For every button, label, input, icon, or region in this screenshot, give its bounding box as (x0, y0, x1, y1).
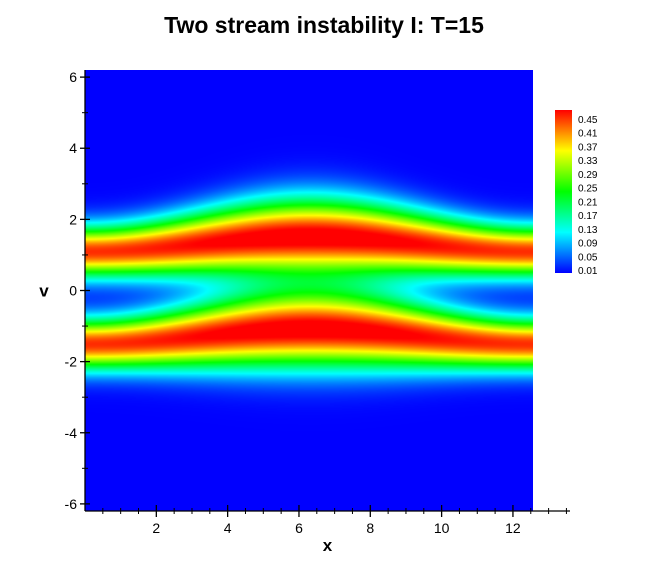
y-tick-label: -4 (65, 425, 78, 441)
x-axis-label: x (323, 536, 333, 555)
y-tick-label: 2 (69, 211, 77, 227)
x-tick-label: 8 (366, 520, 374, 536)
y-tick-label: 4 (69, 140, 77, 156)
colorbar-level-label: 0.25 (578, 184, 598, 195)
colorbar-level-label: 0.33 (578, 156, 598, 167)
colorbar-level-label: 0.37 (578, 142, 598, 153)
colorbar-level-label: 0.13 (578, 225, 598, 236)
y-axis-label: v (39, 282, 49, 301)
colorbar-level-label: 0.05 (578, 252, 598, 263)
heatmap-field (85, 70, 533, 511)
y-tick-label: -2 (65, 354, 78, 370)
colorbar-level-label: 0.09 (578, 239, 598, 250)
colorbar-gradient (555, 110, 572, 273)
y-tick-label: 6 (69, 69, 77, 85)
y-tick-label: -6 (65, 496, 78, 512)
colorbar-level-label: 0.01 (578, 266, 598, 277)
x-tick-label: 12 (505, 520, 521, 536)
colorbar-level-label: 0.41 (578, 129, 598, 140)
colorbar-level-label: 0.17 (578, 211, 598, 222)
x-tick-label: 4 (224, 520, 232, 536)
colorbar-level-label: 0.45 (578, 115, 598, 126)
chart-title: Two stream instability I: T=15 (164, 12, 484, 38)
x-tick-label: 6 (295, 520, 303, 536)
colorbar: 0.45 0.41 0.37 0.33 0.29 0.25 0.21 0.17 0.13 0.09… (555, 110, 598, 277)
heatmap-image (85, 70, 533, 511)
y-tick-label: 0 (69, 283, 77, 299)
colorbar-level-label: 0.29 (578, 170, 598, 181)
colorbar-level-label: 0.21 (578, 197, 598, 208)
x-tick-label: 10 (434, 520, 450, 536)
x-tick-label: 2 (152, 520, 160, 536)
axes: -6 -4 -2 0 2 4 6 2 4 6 8 10 12 x v (39, 69, 570, 555)
